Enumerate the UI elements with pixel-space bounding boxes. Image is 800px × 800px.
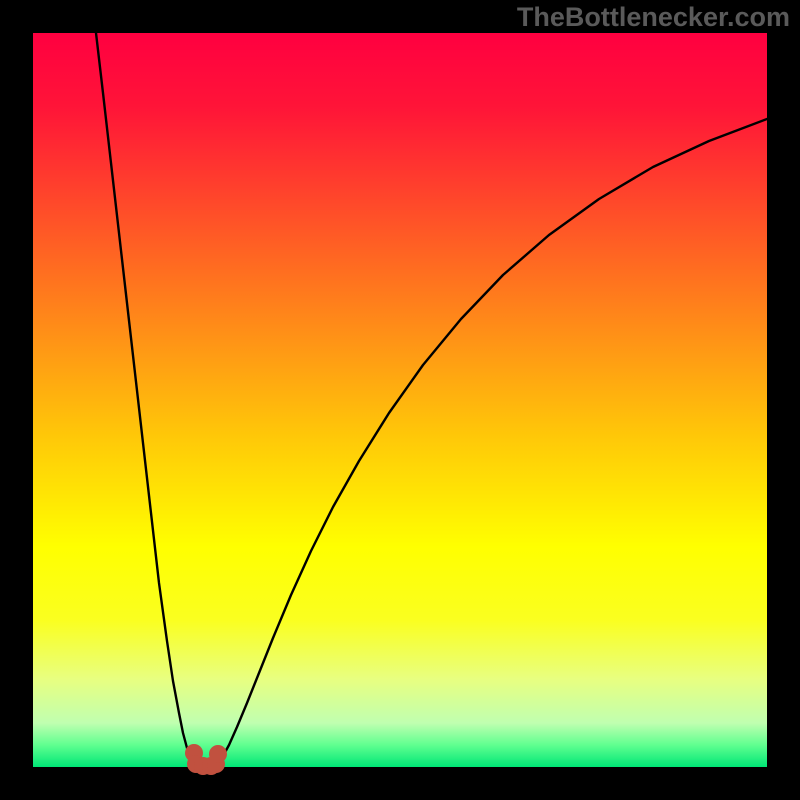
chart-canvas: TheBottlenecker.com — [0, 0, 800, 800]
curve-minimum-marker — [209, 745, 227, 763]
watermark-text: TheBottlenecker.com — [517, 2, 790, 33]
plot-area — [33, 33, 767, 767]
bottleneck-curve — [33, 33, 767, 767]
